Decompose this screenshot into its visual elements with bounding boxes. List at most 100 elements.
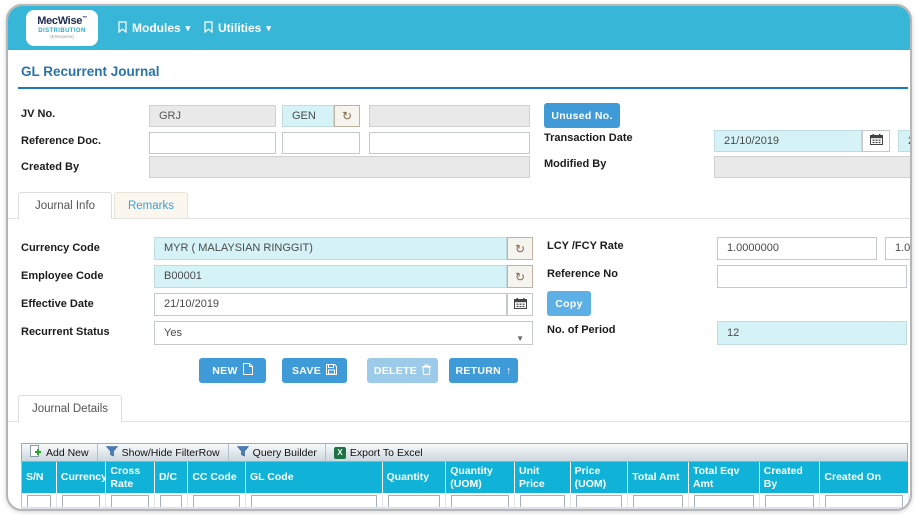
title-divider	[18, 87, 908, 89]
journal-details-grid: S/N Currency Cross Rate D/C CC Code GL C…	[21, 462, 909, 509]
up-arrow-icon: ↑	[506, 364, 512, 377]
grid-toolbar: Add New Show/Hide FilterRow Query Builde…	[21, 443, 908, 462]
recurrent-status-value: Yes	[164, 327, 182, 339]
no-of-period-field[interactable]: 12	[717, 321, 907, 345]
jv-code-field[interactable]: GEN	[282, 105, 334, 127]
effective-date-field[interactable]: 21/10/2019	[154, 293, 507, 316]
calendar-icon	[513, 296, 527, 314]
excel-icon: X	[333, 446, 346, 459]
new-document-icon	[242, 363, 253, 378]
created-by-field	[149, 156, 530, 178]
transaction-date-label: Transaction Date	[544, 132, 633, 144]
tab-journal-info[interactable]: Journal Info	[18, 192, 112, 219]
bookmark-icon	[118, 20, 127, 36]
reference-doc-field-1[interactable]	[149, 132, 276, 154]
recurrent-status-select[interactable]: Yes ▼	[154, 321, 533, 345]
created-by-label: Created By	[21, 161, 80, 173]
no-of-period-label: No. of Period	[547, 324, 616, 336]
reference-doc-field-2[interactable]	[282, 132, 360, 154]
employee-code-label: Employee Code	[21, 270, 104, 282]
column-header-total-eqv-amt[interactable]: Total Eqv Amt	[688, 462, 760, 493]
filter-funnel-icon	[105, 445, 118, 460]
column-header-cross-rate[interactable]: Cross Rate	[105, 462, 155, 493]
new-button-label: NEW	[212, 364, 238, 377]
nav-item-utilities[interactable]: Utilities ▾	[204, 6, 271, 50]
modified-by-field	[714, 156, 910, 178]
show-hide-filterrow-button[interactable]: Show/Hide FilterRow	[98, 444, 229, 461]
select-caret-icon: ▼	[516, 334, 524, 343]
lcy-fcy-rate-field-2[interactable]: 1.00	[885, 237, 910, 260]
tab-remarks[interactable]: Remarks	[114, 192, 188, 219]
effective-date-calendar-button[interactable]	[507, 293, 533, 316]
trash-icon	[422, 364, 432, 378]
calendar-icon	[869, 132, 883, 150]
horizontal-scrollbar[interactable]	[21, 507, 908, 509]
app-logo: MecWise™ DISTRIBUTION (Enterprise)	[26, 10, 98, 46]
delete-button-label: DELETE	[373, 364, 418, 377]
column-header-sn[interactable]: S/N	[22, 462, 57, 493]
copy-button[interactable]: Copy	[547, 291, 591, 316]
currency-code-field[interactable]: MYR ( MALAYSIAN RINGGIT)	[154, 237, 507, 260]
chevron-down-icon: ▾	[185, 22, 191, 33]
bookmark-icon	[204, 20, 213, 36]
new-button[interactable]: NEW	[199, 358, 266, 383]
app-window: MecWise™ DISTRIBUTION (Enterprise) Modul…	[6, 4, 912, 511]
query-builder-button[interactable]: Query Builder	[229, 444, 326, 461]
logo-division: DISTRIBUTION	[38, 28, 86, 35]
transaction-date-field[interactable]: 21/10/2019	[714, 130, 862, 152]
export-to-excel-button[interactable]: X Export To Excel	[326, 444, 431, 461]
save-button-label: SAVE	[291, 364, 321, 377]
column-header-cc-code[interactable]: CC Code	[187, 462, 246, 493]
add-new-button[interactable]: Add New	[22, 444, 98, 461]
column-header-quantity-uom[interactable]: Quantity (UOM)	[445, 462, 515, 493]
recurrent-status-label: Recurrent Status	[21, 326, 110, 338]
nav-item-label: Modules	[132, 21, 181, 35]
jv-number-field	[369, 105, 530, 127]
reference-doc-label: Reference Doc.	[21, 135, 102, 147]
reference-no-label: Reference No	[547, 268, 618, 280]
logo-brand: MecWise	[37, 15, 83, 28]
reference-doc-field-3[interactable]	[369, 132, 530, 154]
reference-no-field[interactable]	[717, 265, 907, 288]
column-header-quantity[interactable]: Quantity	[382, 462, 447, 493]
grid-filter-row	[22, 493, 909, 509]
column-header-unit-price[interactable]: Unit Price	[514, 462, 571, 493]
column-header-gl-code[interactable]: GL Code	[245, 462, 383, 493]
query-builder-label: Query Builder	[252, 446, 317, 459]
jv-code-lookup-button[interactable]: ↻	[334, 105, 360, 127]
return-button[interactable]: RETURN ↑	[449, 358, 518, 383]
effective-date-label: Effective Date	[21, 298, 94, 310]
nav-item-modules[interactable]: Modules ▾	[118, 6, 190, 50]
transaction-period-field[interactable]: 201	[898, 130, 910, 152]
jv-prefix-field: GRJ	[149, 105, 276, 127]
logo-edition: (Enterprise)	[50, 34, 74, 40]
page-title: GL Recurrent Journal	[21, 64, 160, 79]
column-header-created-by[interactable]: Created By	[759, 462, 821, 493]
lookup-icon: ↻	[514, 241, 526, 256]
nav-item-label: Utilities	[218, 21, 262, 35]
details-tab-divider	[8, 421, 910, 422]
tab-divider	[8, 218, 910, 219]
lcy-fcy-rate-label: LCY /FCY Rate	[547, 240, 624, 252]
filter-funnel-icon	[236, 445, 249, 460]
return-button-label: RETURN	[455, 364, 501, 377]
add-new-label: Add New	[46, 446, 89, 459]
employee-lookup-button[interactable]: ↻	[507, 265, 533, 288]
jv-no-label: JV No.	[21, 108, 56, 120]
lcy-fcy-rate-field[interactable]: 1.0000000	[717, 237, 877, 260]
tab-journal-details[interactable]: Journal Details	[18, 395, 122, 422]
employee-code-field[interactable]: B00001	[154, 265, 507, 288]
grid-header-row: S/N Currency Cross Rate D/C CC Code GL C…	[22, 462, 909, 493]
save-button[interactable]: SAVE	[282, 358, 347, 383]
unused-no-button[interactable]: Unused No.	[544, 103, 620, 128]
column-header-currency[interactable]: Currency	[56, 462, 107, 493]
column-header-dc[interactable]: D/C	[154, 462, 189, 493]
transaction-date-calendar-button[interactable]	[862, 130, 890, 152]
column-header-price-uom[interactable]: Price (UOM)	[570, 462, 629, 493]
save-floppy-icon	[326, 363, 337, 378]
column-header-created-on[interactable]: Created On	[819, 462, 909, 493]
column-header-total-amt[interactable]: Total Amt	[627, 462, 689, 493]
logo-tm: ™	[82, 15, 87, 22]
show-hide-filterrow-label: Show/Hide FilterRow	[121, 446, 220, 459]
currency-lookup-button[interactable]: ↻	[507, 237, 533, 260]
